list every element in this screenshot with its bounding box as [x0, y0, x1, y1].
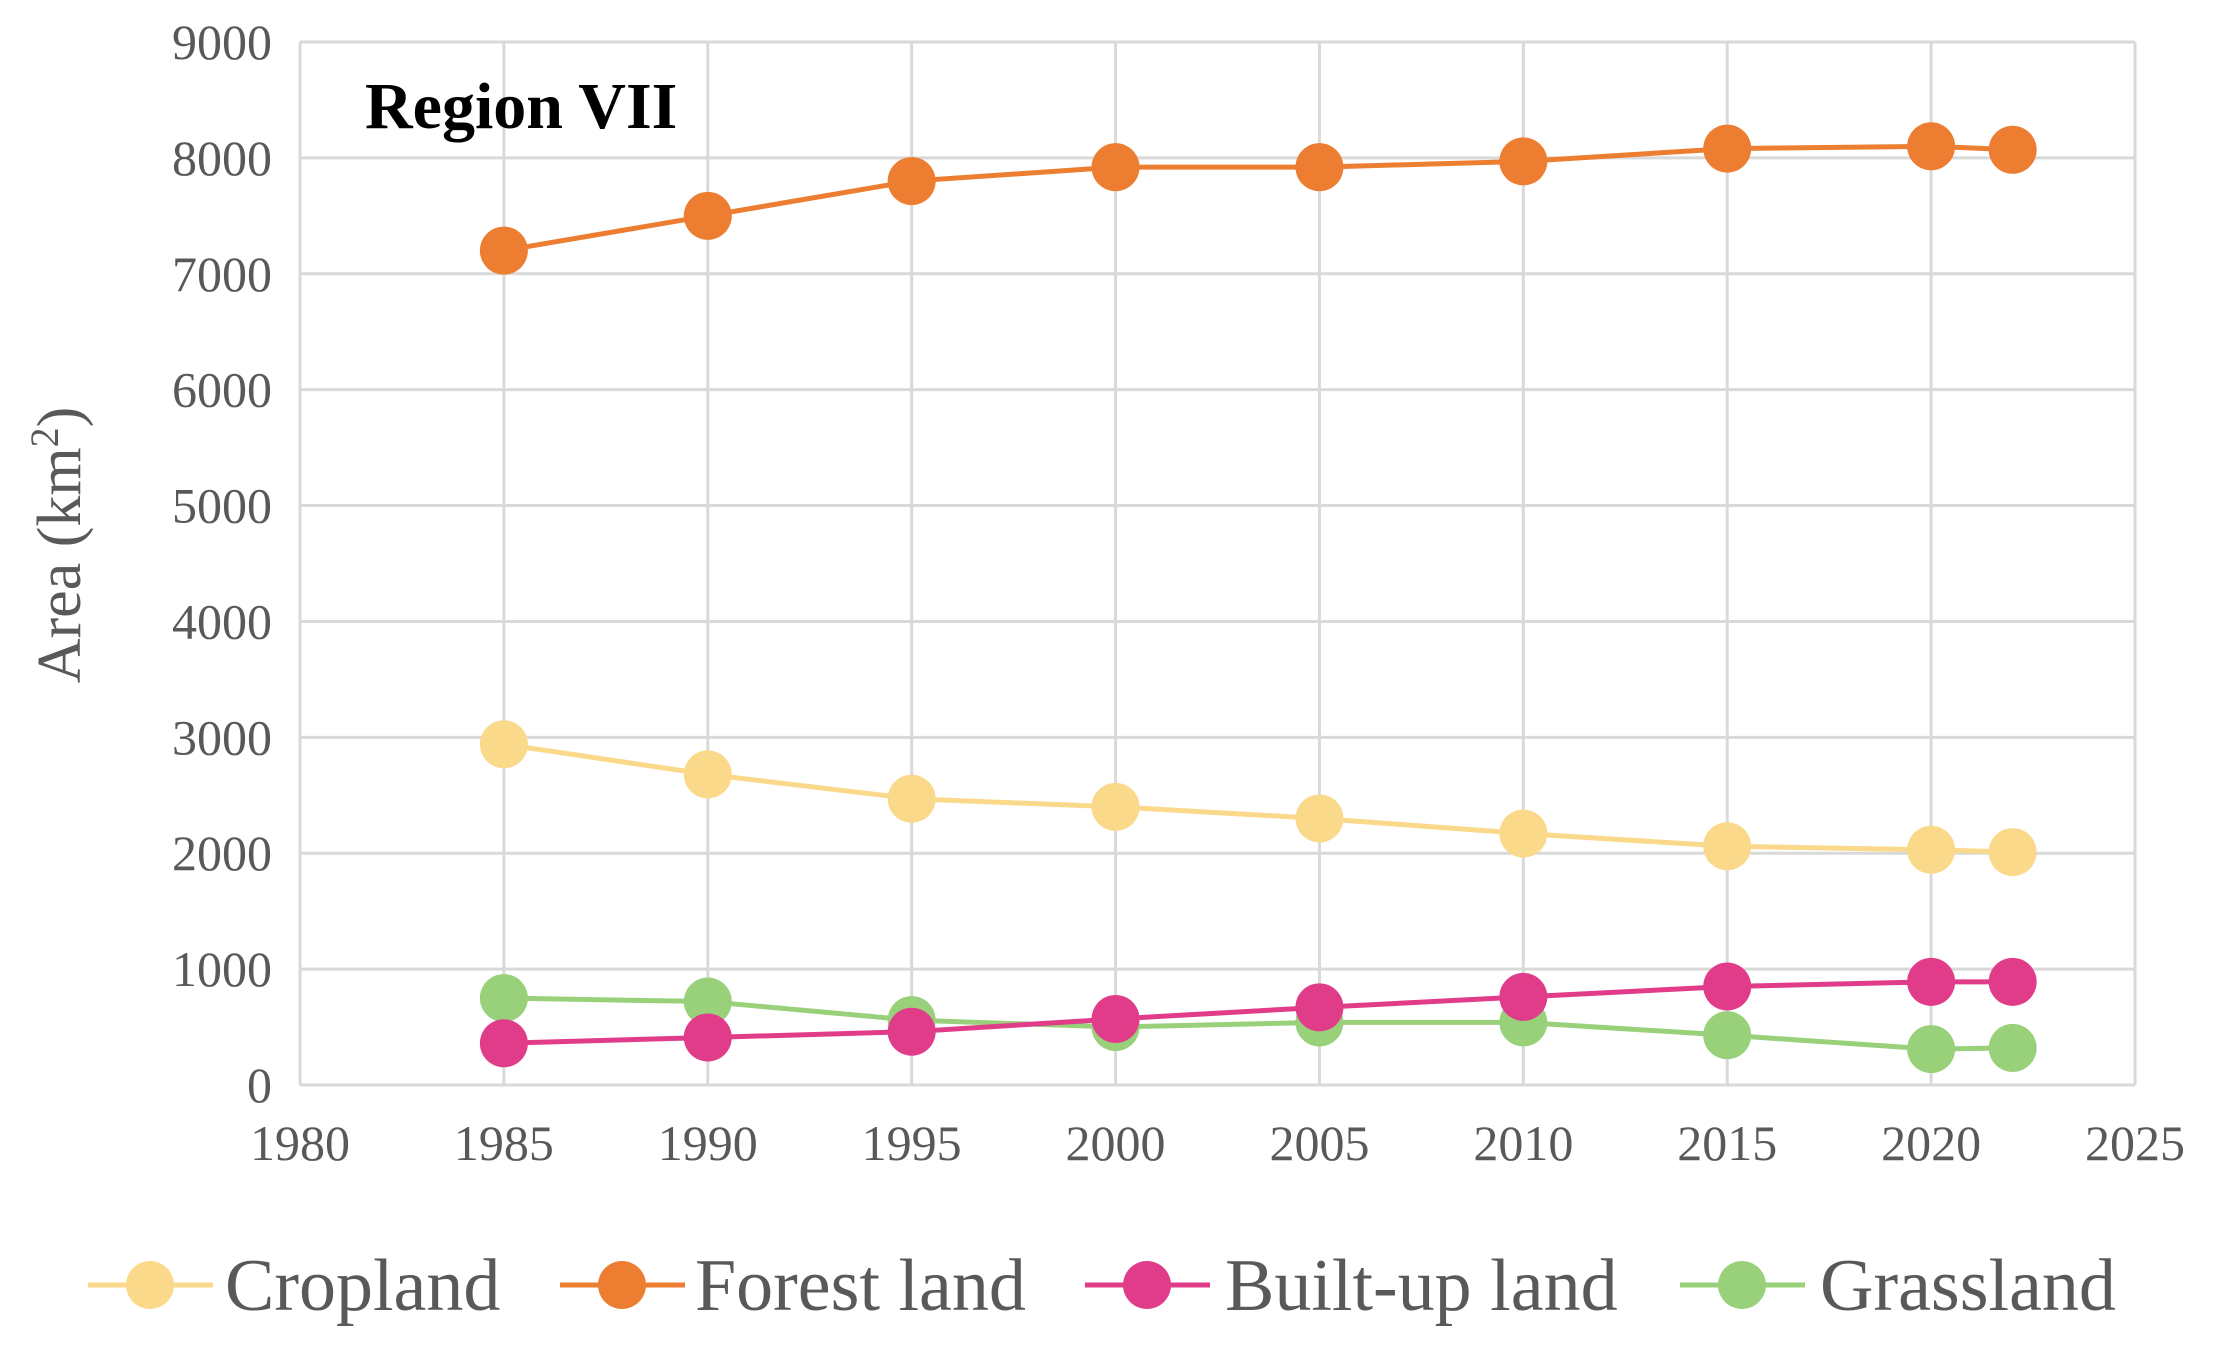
- data-point-built-up-land: [1091, 994, 1140, 1043]
- x-tick-label: 1985: [454, 1115, 554, 1171]
- data-point-grassland: [1703, 1011, 1752, 1060]
- y-tick-label: 9000: [172, 14, 272, 70]
- y-tick-label: 5000: [172, 478, 272, 534]
- data-point-cropland: [1907, 825, 1956, 874]
- data-point-cropland: [1091, 782, 1140, 831]
- data-point-grassland: [1907, 1025, 1956, 1074]
- y-axis-label-close: ): [26, 407, 94, 428]
- series-line-cropland: [503, 741, 2013, 855]
- legend: Cropland Forest land Built-up land Grasslan…: [88, 1245, 2116, 1327]
- data-point-built-up-land: [1703, 962, 1752, 1011]
- y-tick-label: 4000: [172, 593, 272, 649]
- data-point-grassland: [479, 974, 528, 1023]
- legend-label: Cropland: [225, 1245, 500, 1327]
- data-point-forest-land: [1988, 125, 2037, 174]
- y-axis-label: Area (km2): [22, 407, 94, 684]
- data-point-grassland: [1988, 1023, 2037, 1072]
- y-tick-label: 8000: [172, 130, 272, 186]
- x-tick-label: 2025: [2085, 1115, 2185, 1171]
- legend-item-forest-land: Forest land: [560, 1245, 1026, 1327]
- legend-swatch-marker: [1718, 1261, 1766, 1309]
- x-axis-tick-labels: 1980 1985 1990 1995 2000 2005 2010 2015 2020 2025: [250, 1115, 2185, 1171]
- data-point-forest-land: [1499, 137, 1548, 186]
- data-point-grassland: [683, 977, 732, 1026]
- x-gridlines: [298, 42, 2137, 1085]
- x-tick-label: 2005: [1269, 1115, 1369, 1171]
- x-tick-label: 2020: [1881, 1115, 1981, 1171]
- data-point-built-up-land: [1907, 957, 1956, 1006]
- x-tick-label: 2010: [1473, 1115, 1573, 1171]
- data-point-cropland: [1499, 809, 1548, 858]
- data-point-forest-land: [479, 226, 528, 275]
- y-axis-label-main: Area (km: [26, 447, 94, 683]
- legend-item-grassland: Grassland: [1680, 1245, 2116, 1327]
- data-point-cropland: [1703, 822, 1752, 871]
- legend-label: Built-up land: [1225, 1245, 1618, 1327]
- series-forest-land: [479, 122, 2037, 275]
- legend-label: Grassland: [1820, 1245, 2116, 1327]
- data-point-built-up-land: [1499, 972, 1548, 1021]
- legend-swatch-marker: [598, 1261, 646, 1309]
- data-point-forest-land: [1295, 143, 1344, 192]
- data-point-built-up-land: [479, 1019, 528, 1068]
- data-point-cropland: [479, 720, 528, 769]
- legend-item-cropland: Cropland: [88, 1245, 500, 1327]
- legend-label: Forest land: [695, 1245, 1026, 1327]
- x-tick-label: 1980: [250, 1115, 350, 1171]
- data-point-forest-land: [683, 191, 732, 240]
- chart-title: Region VII: [365, 70, 677, 143]
- data-point-cropland: [683, 750, 732, 799]
- y-tick-label: 1000: [172, 941, 272, 997]
- y-tick-label: 3000: [172, 709, 272, 765]
- x-tick-label: 2015: [1677, 1115, 1777, 1171]
- y-axis-label-superscript: 2: [22, 427, 67, 447]
- y-axis-tick-labels: 0 1000 2000 3000 4000 5000 6000 7000 8000 9000: [172, 14, 272, 1113]
- x-tick-label: 1995: [862, 1115, 962, 1171]
- data-point-forest-land: [1091, 143, 1140, 192]
- x-tick-label: 1990: [658, 1115, 758, 1171]
- data-point-built-up-land: [1295, 983, 1344, 1032]
- legend-swatch-marker: [1123, 1261, 1171, 1309]
- data-point-cropland: [1295, 794, 1344, 843]
- series-layer: [479, 122, 2037, 1074]
- data-point-forest-land: [887, 157, 936, 206]
- y-tick-label: 2000: [172, 825, 272, 881]
- series-line-forest-land: [503, 143, 2013, 254]
- x-tick-label: 2000: [1066, 1115, 1166, 1171]
- series-built-up-land: [479, 957, 2037, 1068]
- legend-item-built-up-land: Built-up land: [1085, 1245, 1618, 1327]
- y-gridlines: [300, 40, 2135, 1087]
- data-point-forest-land: [1703, 124, 1752, 173]
- series-cropland: [479, 720, 2037, 877]
- y-tick-label: 6000: [172, 362, 272, 418]
- data-point-cropland: [1988, 828, 2037, 877]
- data-point-cropland: [887, 774, 936, 823]
- data-point-built-up-land: [887, 1007, 936, 1056]
- legend-swatch-marker: [126, 1261, 174, 1309]
- data-point-forest-land: [1907, 122, 1956, 171]
- y-tick-label: 7000: [172, 246, 272, 302]
- data-point-built-up-land: [1988, 957, 2037, 1006]
- y-tick-label: 0: [247, 1057, 272, 1113]
- data-point-built-up-land: [683, 1013, 732, 1062]
